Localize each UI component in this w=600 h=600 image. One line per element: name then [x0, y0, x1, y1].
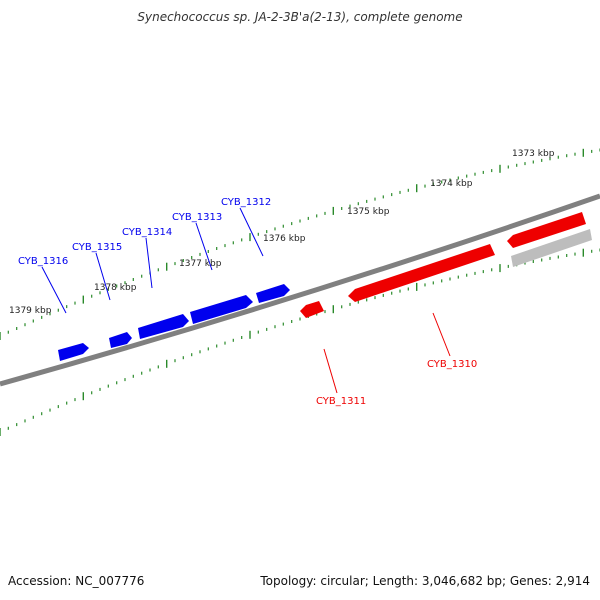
ruler-label: 1373 kbp [512, 149, 555, 159]
label-leader [195, 222, 213, 271]
gene-arrow-cyb-1315[interactable] [109, 332, 132, 348]
label-leader [432, 312, 451, 357]
accession-text: Accession: NC_007776 [8, 574, 145, 588]
label-leader [95, 252, 111, 301]
label-leader [41, 266, 67, 314]
label-leader [239, 207, 264, 257]
gene-arrow-reverse-unlabeled[interactable] [507, 212, 586, 248]
gene-label-cyb-1313: CYB_1313 [172, 212, 222, 223]
label-leader [323, 348, 338, 394]
gene-label-cyb-1315: CYB_1315 [72, 242, 122, 253]
gene-bar-grey[interactable] [511, 229, 592, 267]
gene-label-cyb-1314: CYB_1314 [122, 227, 172, 238]
ruler-label: 1375 kbp [347, 207, 390, 217]
gene-arrow-cyb-1314[interactable] [138, 314, 189, 339]
ruler-label: 1378 kbp [94, 283, 137, 293]
gene-label-cyb-1312: CYB_1312 [221, 197, 271, 208]
gene-label-cyb-1310: CYB_1310 [427, 359, 477, 370]
genome-backbone [0, 193, 600, 387]
ruler-label: 1379 kbp [9, 306, 52, 316]
label-leader [145, 237, 153, 289]
gene-arrow-cyb-1310[interactable] [348, 244, 495, 302]
gene-arrow-cyb-1312[interactable] [256, 284, 290, 303]
gene-arrow-cyb-1316[interactable] [58, 343, 89, 361]
tick-marks [0, 148, 600, 436]
ruler-label: 1377 kbp [179, 259, 222, 269]
gene-arrow-cyb-1313[interactable] [190, 295, 253, 324]
ruler-label: 1376 kbp [263, 234, 306, 244]
genome-summary-text: Topology: circular; Length: 3,046,682 bp… [260, 574, 590, 588]
gene-label-cyb-1311: CYB_1311 [316, 396, 366, 407]
ruler-label: 1374 kbp [430, 179, 473, 189]
gene-arrow-cyb-1311[interactable] [300, 301, 324, 318]
gene-label-cyb-1316: CYB_1316 [18, 256, 68, 267]
map-title: Synechococcus sp. JA-2-3B'a(2-13), compl… [137, 10, 463, 24]
